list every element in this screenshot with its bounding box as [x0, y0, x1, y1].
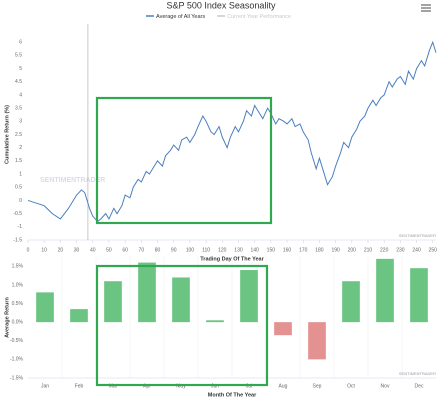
credit: SENTIMENTRADER: [399, 371, 436, 376]
y-tick-label: 6: [19, 40, 22, 46]
x-tick-label: 90: [171, 247, 177, 253]
bar: [274, 322, 292, 336]
x-tick-label: 50: [106, 247, 112, 253]
x-tick-label: 140: [250, 247, 259, 253]
x-tick-label: 60: [122, 247, 128, 253]
x-tick-label: 40: [90, 247, 96, 253]
y-tick-label: 2: [19, 145, 22, 151]
highlight-box: [95, 264, 269, 387]
credit: SENTIMENTRADER: [399, 233, 436, 238]
x-tick-label: 70: [139, 247, 145, 253]
x-tick-label: 170: [299, 247, 308, 253]
y-tick-label: 4: [19, 92, 22, 98]
y-tick-label: 5: [19, 66, 22, 72]
x-tick-label: 10: [41, 247, 47, 253]
y-tick-label: 1.0%: [12, 282, 24, 288]
x-tick-label: Sep: [313, 383, 322, 389]
x-tick-label: 100: [186, 247, 195, 253]
bar: [70, 309, 88, 323]
legend-label: Current Year Performance: [227, 14, 291, 20]
x-tick-label: May: [176, 383, 186, 389]
y-tick-label: 1: [19, 171, 22, 177]
bar: [342, 281, 360, 323]
y-tick-label: -1.5: [13, 237, 22, 243]
y-tick-label: 1.5%: [12, 264, 24, 270]
x-tick-label: 250: [429, 247, 438, 253]
bar: [376, 258, 394, 323]
y-tick-label: 5.5: [15, 53, 22, 59]
bar: [206, 320, 224, 323]
y-tick-label: 0.0%: [12, 319, 24, 325]
y-tick-label: 1.5: [15, 158, 22, 164]
x-tick-label: Oct: [347, 383, 355, 389]
y-tick-label: -0.5%: [10, 338, 24, 344]
x-tick-label: 0: [27, 247, 30, 253]
y-tick-label: 2.5: [15, 132, 22, 138]
x-tick-label: Nov: [381, 383, 390, 389]
y-tick-label: 3.5: [15, 105, 22, 111]
highlight-box: [95, 96, 273, 225]
y-axis-title: Average Return: [4, 296, 10, 337]
bar: [36, 292, 54, 323]
x-tick-label: 240: [412, 247, 421, 253]
bar: [138, 262, 156, 323]
y-tick-label: 0.5%: [12, 301, 24, 307]
bar: [410, 268, 428, 323]
x-tick-label: 230: [396, 247, 405, 253]
bar: [172, 277, 190, 323]
x-tick-label: Jul: [246, 383, 252, 389]
y-tick-label: 0: [19, 198, 22, 204]
x-tick-label: 20: [58, 247, 64, 253]
y-axis-title: Cumulative Return (%): [4, 105, 10, 164]
bar: [308, 322, 326, 360]
x-tick-label: 160: [283, 247, 292, 253]
x-tick-label: Aug: [279, 383, 288, 389]
y-tick-label: -1.0%: [10, 357, 24, 363]
x-axis-title: Month Of The Year: [208, 392, 257, 398]
legend-item[interactable]: Average of All Years: [146, 14, 205, 20]
x-tick-label: 110: [202, 247, 210, 253]
x-tick-label: 80: [155, 247, 161, 253]
x-tick-label: 200: [348, 247, 357, 253]
watermark: SENTIMENTRADER: [40, 177, 105, 184]
x-tick-label: 220: [380, 247, 389, 253]
x-axis-title: Trading Day Of The Year: [200, 256, 264, 262]
x-tick-label: 120: [218, 247, 227, 253]
x-tick-label: Jan: [41, 383, 49, 389]
x-tick-label: 150: [267, 247, 276, 253]
y-tick-label: -0.5: [13, 211, 22, 217]
x-tick-label: Feb: [75, 383, 84, 389]
x-tick-label: 190: [331, 247, 340, 253]
x-tick-label: Mar: [109, 383, 118, 389]
x-tick-label: Apr: [143, 383, 151, 389]
y-tick-label: 3: [19, 119, 22, 125]
chart-title: S&P 500 Index Seasonality: [167, 0, 276, 10]
y-tick-label: 4.5: [15, 79, 22, 85]
bar: [240, 270, 258, 323]
x-tick-label: 30: [74, 247, 80, 253]
legend-item[interactable]: Current Year Performance: [217, 14, 291, 20]
y-tick-label: -1.5%: [10, 375, 24, 381]
x-tick-label: 180: [315, 247, 324, 253]
x-tick-label: Dec: [415, 383, 424, 389]
y-tick-label: 0.5: [15, 185, 22, 191]
series-line: [27, 40, 437, 223]
menu-button[interactable]: [418, 2, 434, 14]
x-tick-label: 210: [364, 247, 373, 253]
x-tick-label: 130: [234, 247, 243, 253]
x-tick-label: Jun: [211, 383, 219, 389]
bar: [104, 281, 122, 323]
legend-label: Average of All Years: [156, 14, 205, 20]
y-tick-label: -1: [18, 224, 23, 230]
